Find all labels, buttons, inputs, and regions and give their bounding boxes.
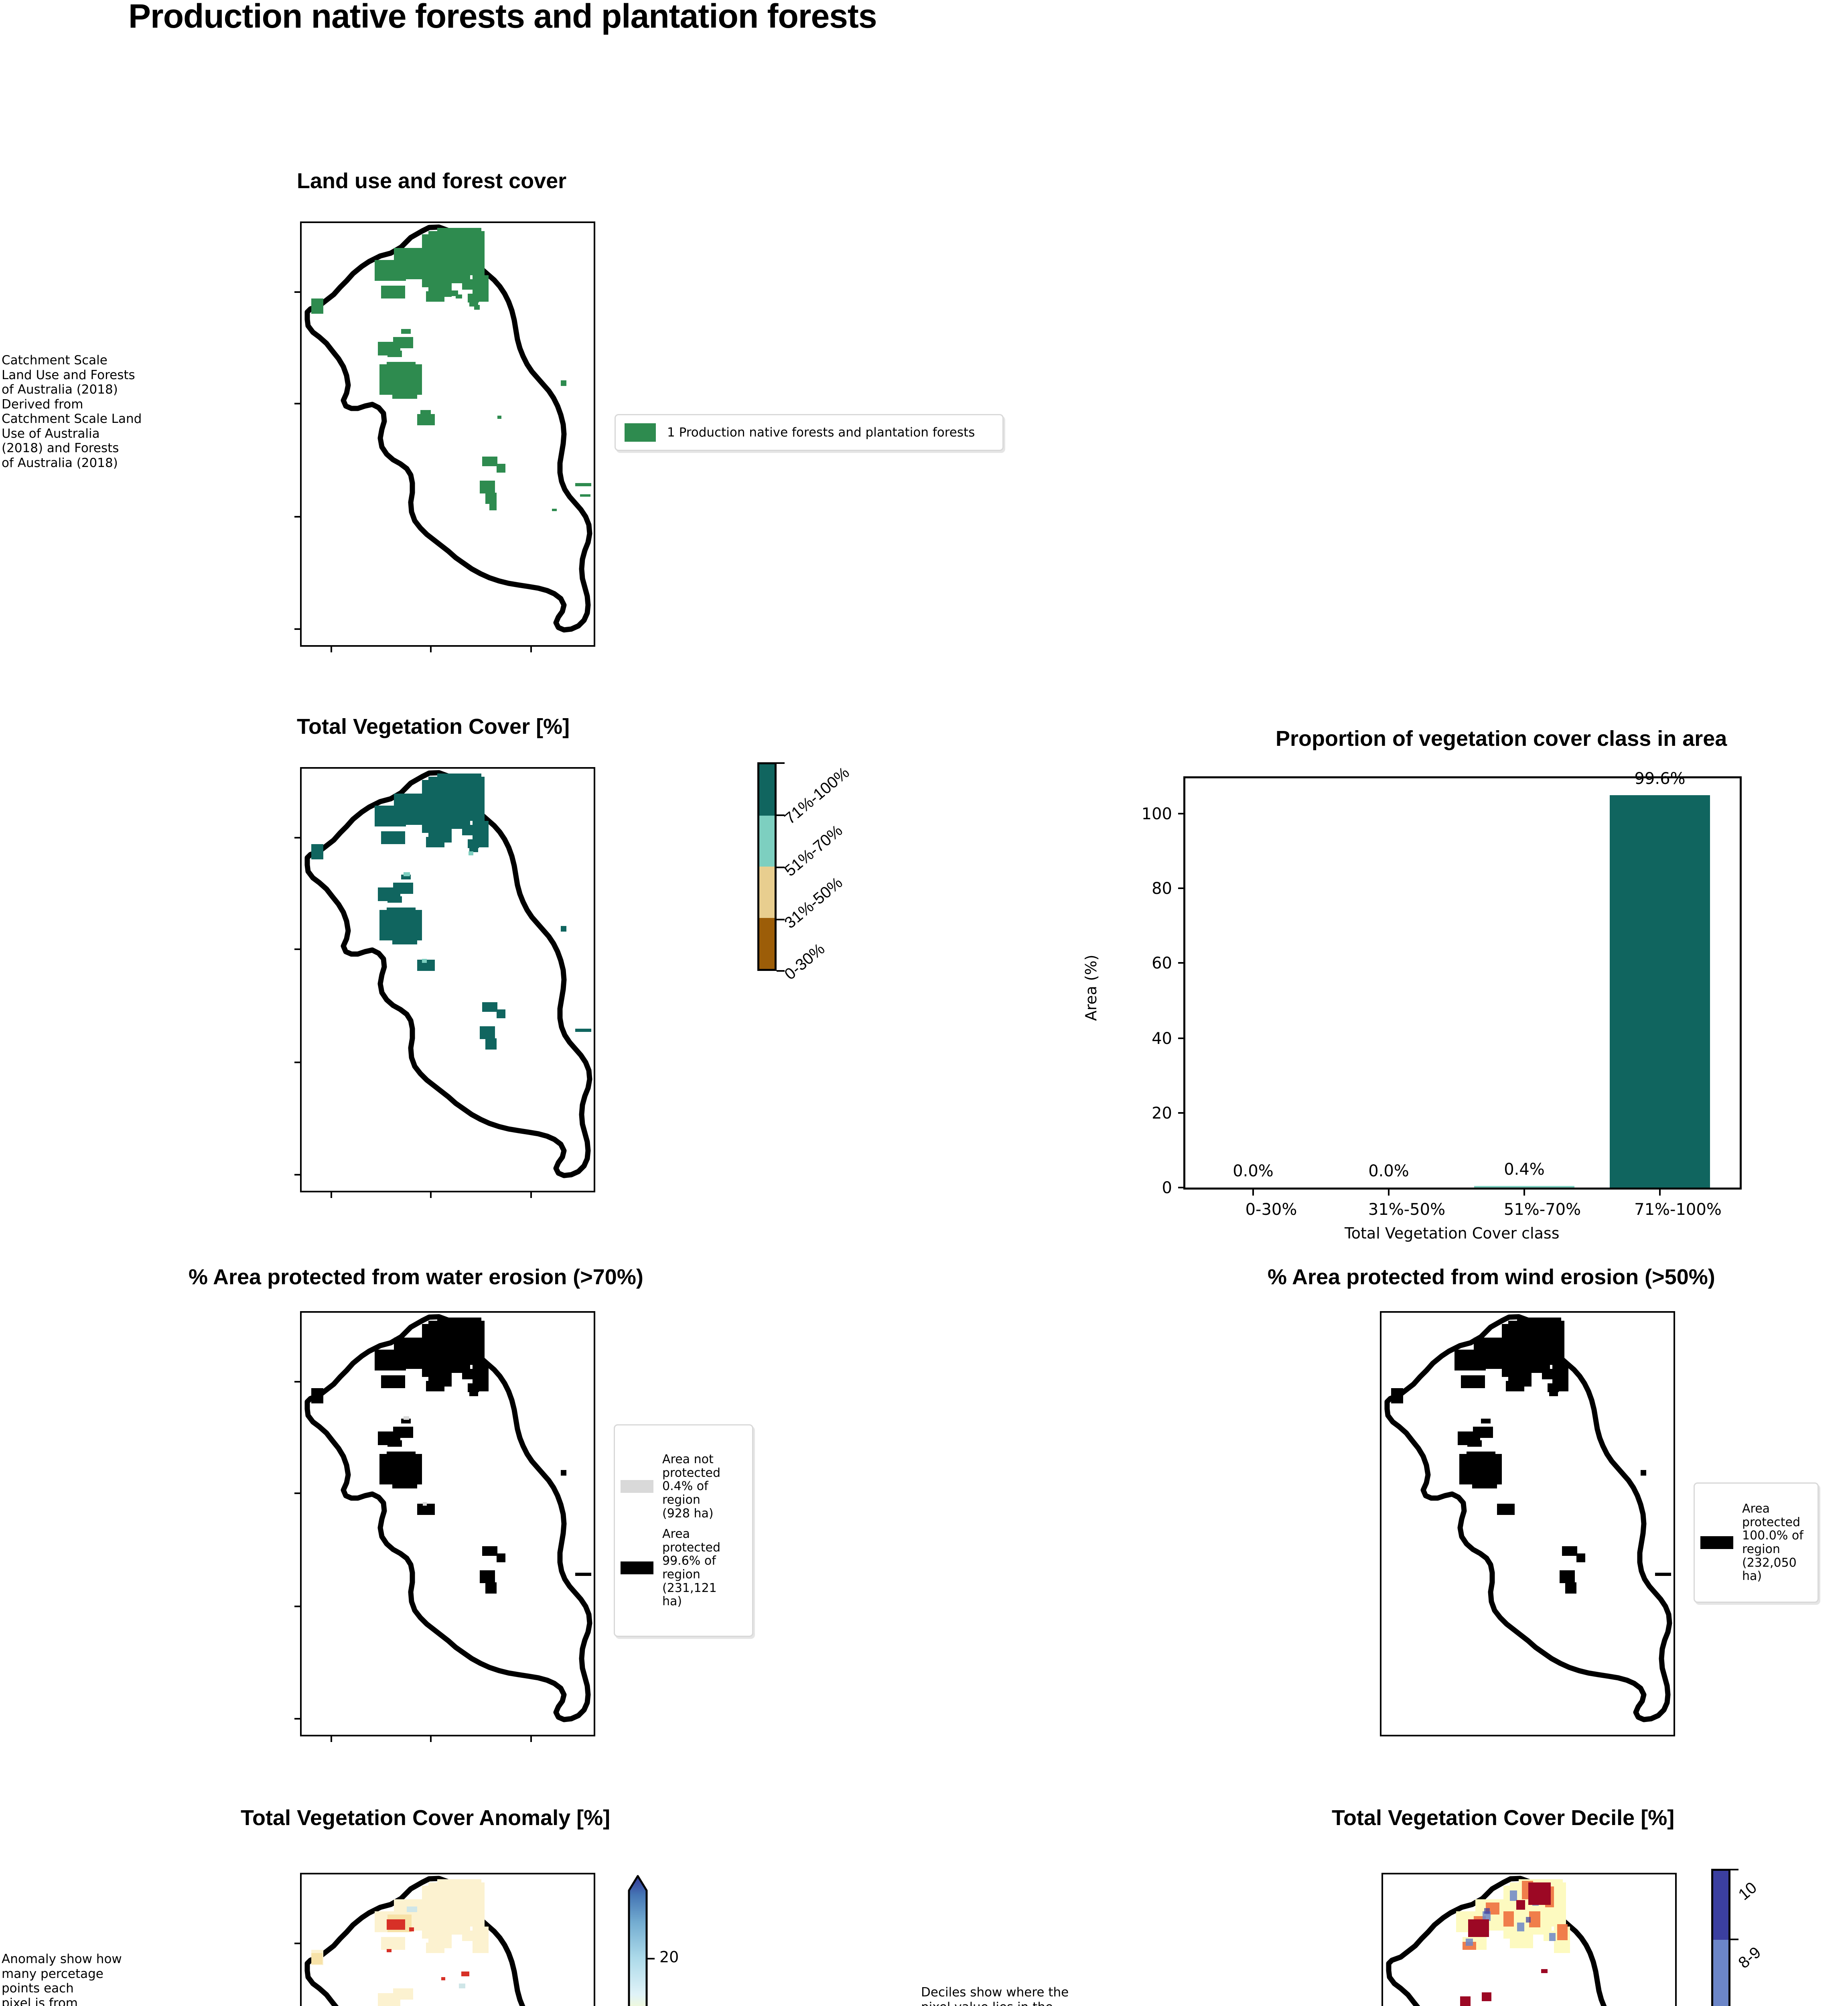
y-tick-40: 40 [1152, 1029, 1172, 1048]
land-use-legend: 1 Production native forests and plantati… [615, 414, 1004, 451]
water-erosion-map-graphic [304, 1314, 592, 1722]
chart-title: Proportion of vegetation cover class in … [1276, 727, 1727, 751]
wind-erosion-map-graphic [1384, 1314, 1672, 1722]
bar-value-1: 0.0% [1368, 1162, 1409, 1180]
anomaly-map-graphic [304, 1876, 525, 2006]
water-erosion-legend-item-1: Area protected 99.6% of region (231,121 … [621, 1527, 747, 1608]
colorbar-decile-label-0: 10 [1735, 1878, 1760, 1904]
map-decile [1381, 1873, 1677, 2006]
colorbar-decile-tick-0 [1730, 1869, 1738, 1870]
panel-title-land-use: Land use and forest cover [297, 169, 567, 193]
panel-title-wind-erosion: % Area protected from wind erosion (>50%… [1268, 1265, 1715, 1289]
x-tick-3: 71%-100% [1634, 1200, 1722, 1219]
decile-note: Deciles show where the pixel value lies … [921, 1985, 1069, 2006]
page-title: Production native forests and plantation… [128, 0, 877, 35]
water-erosion-legend-swatch-0 [621, 1480, 653, 1493]
panel-title-water-erosion: % Area protected from water erosion (>70… [189, 1265, 643, 1289]
bar-3 [1610, 795, 1710, 1188]
decile-map-graphic [1386, 1876, 1607, 2006]
map-land-use [294, 221, 595, 652]
colorbar-tvc-tick-1 [777, 814, 785, 816]
chart-x-axis-label: Total Vegetation Cover class [1345, 1224, 1560, 1242]
land-use-legend-swatch [625, 423, 656, 442]
water-erosion-legend-swatch-1 [621, 1561, 653, 1574]
map-wind-erosion [1380, 1311, 1675, 1736]
colorbar-anomaly-tick-20 [647, 1958, 655, 1959]
colorbar-decile [1711, 1869, 1730, 2006]
wind-erosion-legend-label: Area protected 100.0% of region (232,050… [1742, 1502, 1803, 1584]
chart-y-axis-label: Area (%) [1082, 954, 1100, 1021]
wind-erosion-legend: Area protected 100.0% of region (232,050… [1694, 1482, 1819, 1603]
colorbar-total-veg-cover [757, 762, 777, 971]
x-tick-1: 31%-50% [1368, 1200, 1446, 1219]
map-anomaly [294, 1873, 595, 2006]
y-tick-0: 0 [1162, 1179, 1172, 1197]
map-total-veg-cover [294, 767, 595, 1198]
colorbar-tvc-tick-3 [777, 919, 785, 920]
y-tick-60: 60 [1152, 954, 1172, 973]
panel-title-total-veg-cover: Total Vegetation Cover [%] [297, 715, 570, 739]
x-tick-2: 51%-70% [1503, 1200, 1581, 1219]
water-erosion-legend: Area not protected 0.4% of region (928 h… [614, 1424, 753, 1637]
wind-erosion-legend-swatch [1700, 1536, 1733, 1549]
bar-value-2: 0.4% [1504, 1160, 1545, 1179]
bar-value-0: 0.0% [1233, 1162, 1274, 1180]
land-use-source-note: Catchment Scale Land Use and Forests of … [2, 353, 142, 471]
y-tick-20: 20 [1152, 1104, 1172, 1123]
x-tick-0: 0-30% [1245, 1200, 1297, 1219]
water-erosion-legend-label-0: Area not protected 0.4% of region (928 h… [662, 1452, 721, 1521]
y-tick-100: 100 [1141, 805, 1172, 823]
colorbar-tvc-tick-4 [777, 970, 785, 972]
bar-value-3: 99.6% [1634, 770, 1686, 788]
colorbar-anomaly-graphic [628, 1875, 648, 2006]
anomaly-note: Anomaly show how many percetage points e… [2, 1952, 122, 2006]
water-erosion-legend-item-0: Area not protected 0.4% of region (928 h… [621, 1453, 747, 1520]
colorbar-decile-tick-1 [1730, 1939, 1738, 1940]
colorbar-anomaly [627, 1874, 659, 2006]
colorbar-tvc-label-0: 71%-100% [781, 763, 853, 828]
land-use-legend-label: 1 Production native forests and plantati… [667, 425, 975, 440]
bar-2 [1474, 1186, 1574, 1188]
water-erosion-legend-label-1: Area protected 99.6% of region (231,121 … [662, 1527, 721, 1609]
colorbar-tvc-label-1: 51%-70% [781, 821, 846, 880]
colorbar-tvc-label-3: 0-30% [781, 940, 828, 983]
land-use-map-graphic [304, 224, 592, 633]
panel-title-anomaly: Total Vegetation Cover Anomaly [%] [241, 1806, 611, 1830]
colorbar-anomaly-label-20: 20 [659, 1948, 679, 1966]
y-tick-80: 80 [1152, 879, 1172, 898]
colorbar-decile-label-1: 8-9 [1735, 1943, 1765, 1972]
total-veg-cover-map-graphic [304, 770, 592, 1178]
colorbar-tvc-label-2: 31%-50% [781, 873, 846, 932]
bar-chart-plot-area: 0.0% 0.0% 0.4% 99.6% [1178, 770, 1742, 1196]
colorbar-tvc-tick-2 [777, 867, 785, 868]
colorbar-tvc-tick-0 [777, 762, 785, 764]
panel-title-decile: Total Vegetation Cover Decile [%] [1332, 1806, 1675, 1830]
map-water-erosion [294, 1311, 595, 1742]
